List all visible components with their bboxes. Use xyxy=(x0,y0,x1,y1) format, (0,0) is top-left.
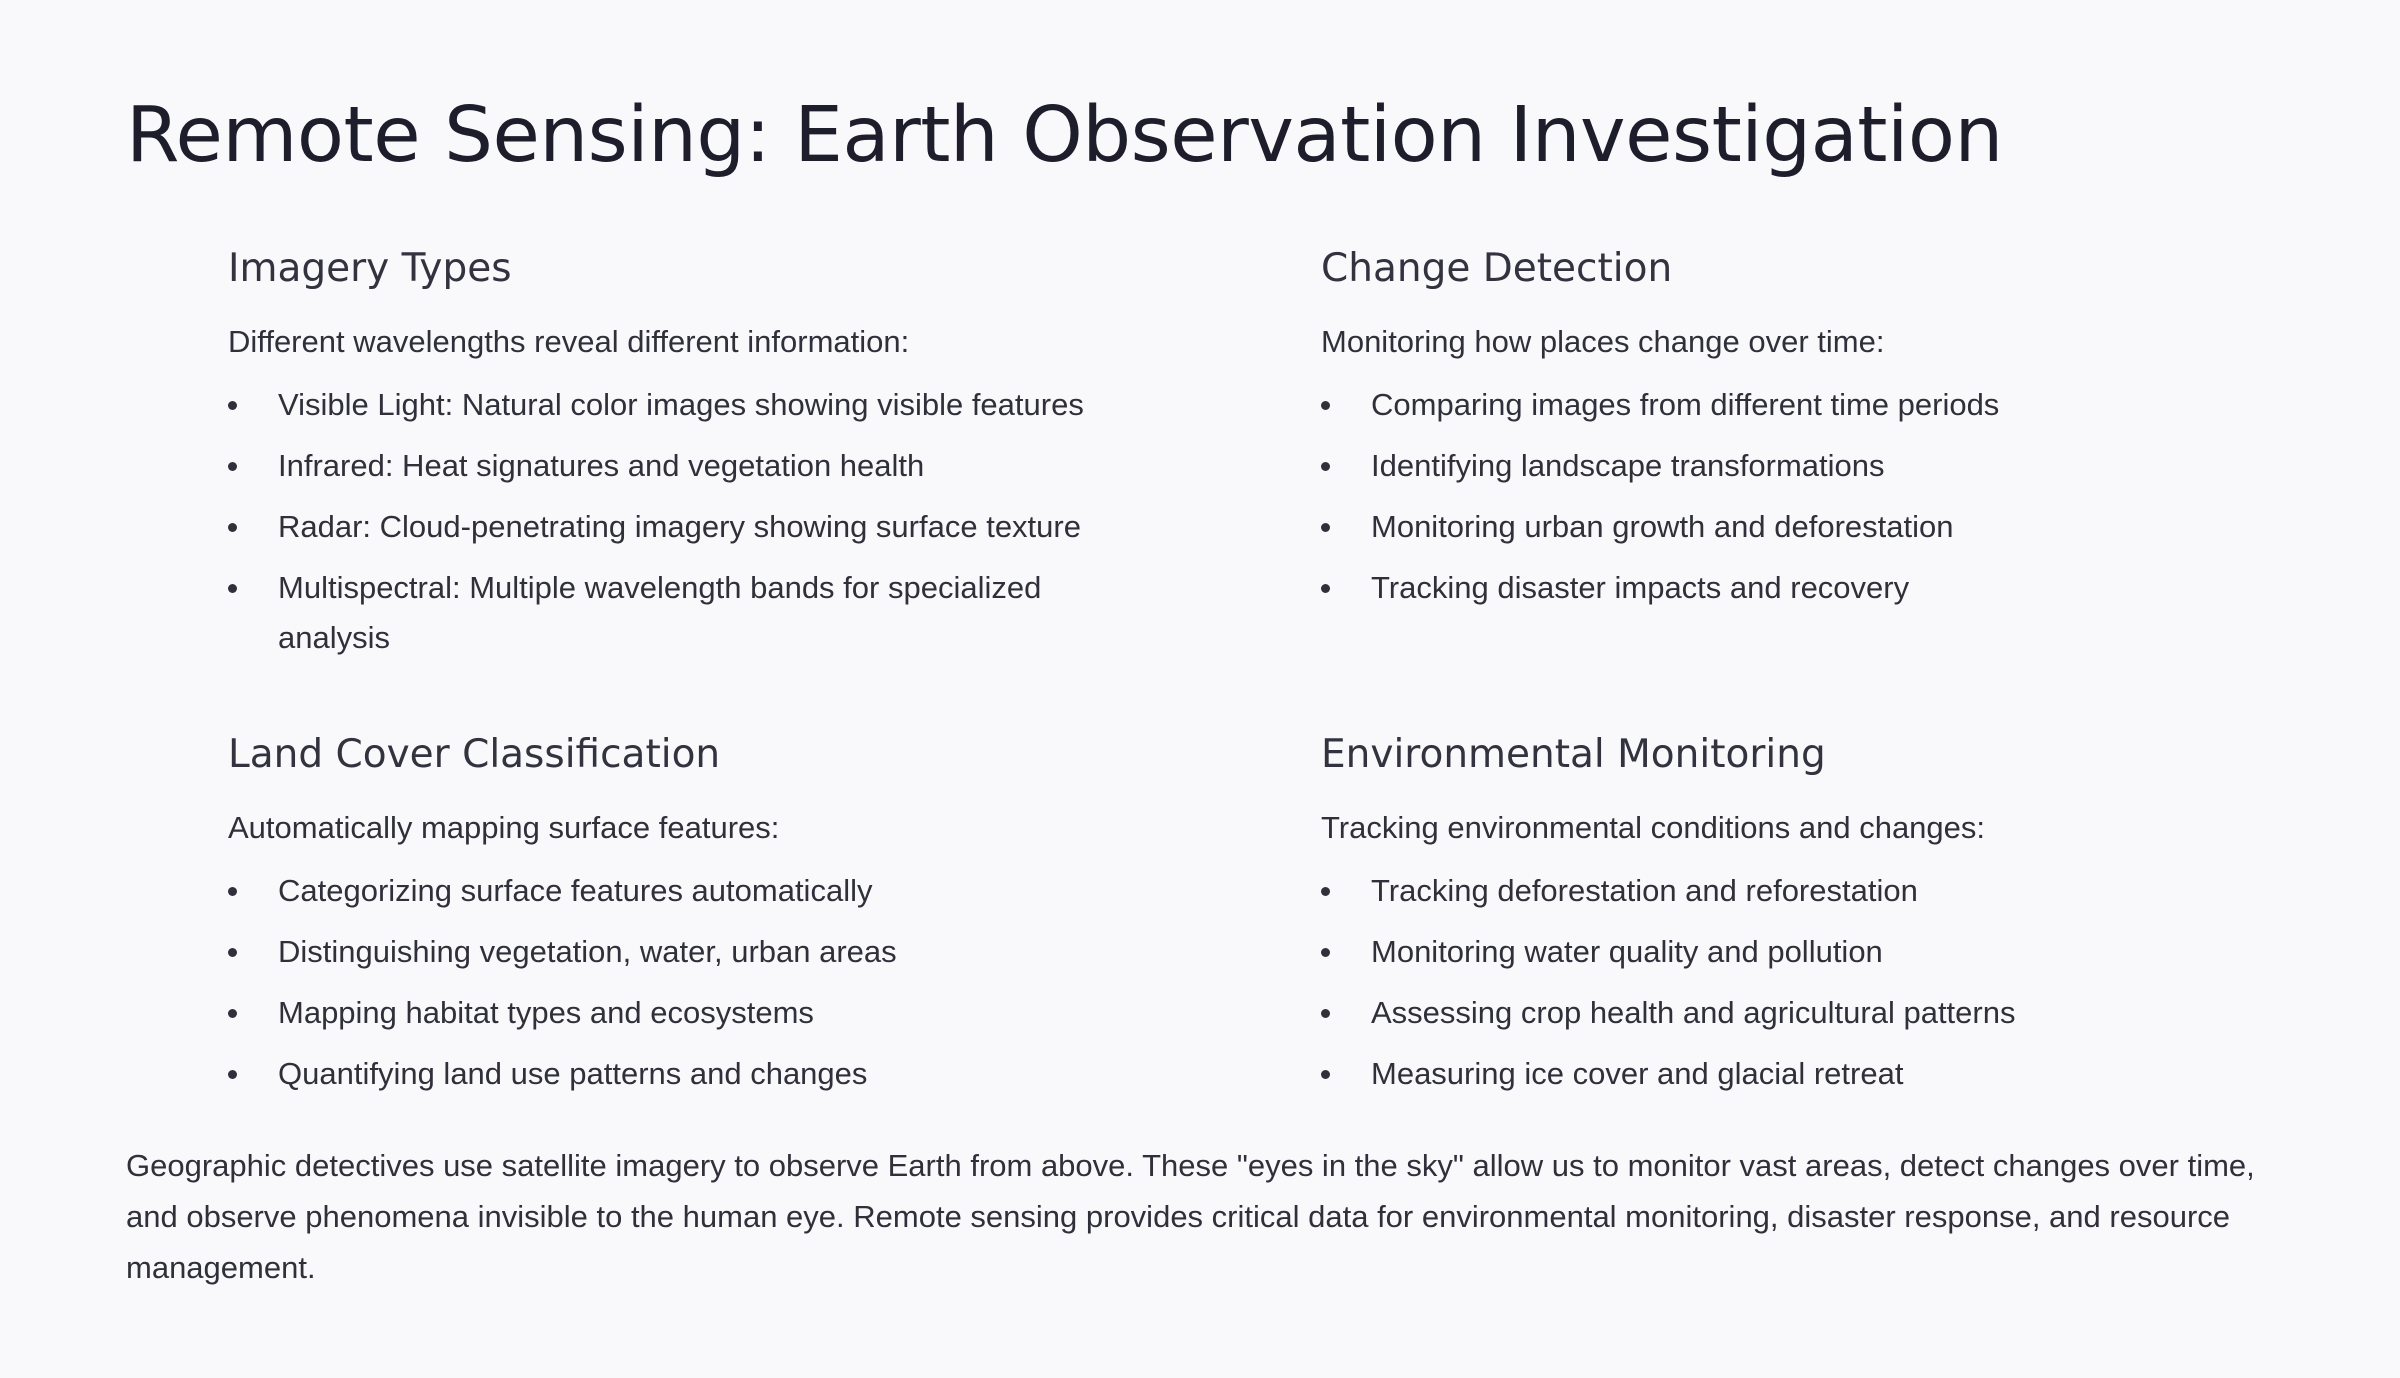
list-item-text: Identifying landscape transformations xyxy=(1371,448,1885,483)
section-intro: Tracking environmental conditions and ch… xyxy=(1321,810,1986,845)
bullet-icon xyxy=(228,401,237,410)
list-item: Multispectral: Multiple wavelength bands… xyxy=(228,563,1178,663)
bullet-icon xyxy=(1321,1009,1330,1018)
summary-paragraph: Geographic detectives use satellite imag… xyxy=(126,1148,2255,1285)
sections-grid: Imagery Types Different wavelengths reve… xyxy=(228,238,2168,1091)
bullet-icon xyxy=(1321,523,1330,532)
list-item: Distinguishing vegetation, water, urban … xyxy=(228,927,1128,977)
section-list: Visible Light: Natural color images show… xyxy=(228,380,1128,663)
section-heading: Environmental Monitoring xyxy=(1321,732,1826,777)
list-item-text: Tracking disaster impacts and recovery xyxy=(1371,570,1910,605)
list-item-text: Radar: Cloud-penetrating imagery showing… xyxy=(278,509,1081,544)
section-intro: Monitoring how places change over time: xyxy=(1321,324,1885,359)
list-item-text: Visible Light: Natural color images show… xyxy=(278,387,1084,422)
bullet-icon xyxy=(1321,584,1330,593)
section-change-detection: Change Detection Monitoring how places c… xyxy=(1321,238,2168,724)
list-item: Infrared: Heat signatures and vegetation… xyxy=(228,441,1128,491)
bullet-icon xyxy=(228,584,237,593)
section-heading: Change Detection xyxy=(1321,246,1673,291)
list-item-text: Tracking deforestation and reforestation xyxy=(1371,873,1918,908)
list-item: Quantifying land use patterns and change… xyxy=(228,1049,1128,1099)
list-item: Visible Light: Natural color images show… xyxy=(228,380,1128,430)
bullet-icon xyxy=(228,1009,237,1018)
list-item: Assessing crop health and agricultural p… xyxy=(1321,988,2221,1038)
list-item-text: Distinguishing vegetation, water, urban … xyxy=(278,934,897,969)
list-item-text: Infrared: Heat signatures and vegetation… xyxy=(278,448,925,483)
list-item-text: Quantifying land use patterns and change… xyxy=(278,1056,868,1091)
list-item-text: Assessing crop health and agricultural p… xyxy=(1371,995,2016,1030)
list-item: Measuring ice cover and glacial retreat xyxy=(1321,1049,2221,1099)
bullet-icon xyxy=(1321,462,1330,471)
bullet-icon xyxy=(1321,1070,1330,1079)
section-list: Comparing images from different time per… xyxy=(1321,380,2221,613)
list-item: Radar: Cloud-penetrating imagery showing… xyxy=(228,502,1128,552)
section-list: Tracking deforestation and reforestation… xyxy=(1321,866,2221,1099)
list-item-text: Categorizing surface features automatica… xyxy=(278,873,873,908)
section-list: Categorizing surface features automatica… xyxy=(228,866,1128,1099)
list-item: Tracking deforestation and reforestation xyxy=(1321,866,2221,916)
list-item-text: Measuring ice cover and glacial retreat xyxy=(1371,1056,1904,1091)
section-heading: Imagery Types xyxy=(228,246,512,291)
bullet-icon xyxy=(228,462,237,471)
section-imagery-types: Imagery Types Different wavelengths reve… xyxy=(228,238,1321,724)
list-item-text: Mapping habitat types and ecosystems xyxy=(278,995,814,1030)
list-item: Identifying landscape transformations xyxy=(1321,441,2221,491)
list-item: Categorizing surface features automatica… xyxy=(228,866,1128,916)
section-intro: Different wavelengths reveal different i… xyxy=(228,324,910,359)
list-item-text: Comparing images from different time per… xyxy=(1371,387,2000,422)
section-intro: Automatically mapping surface features: xyxy=(228,810,780,845)
bullet-icon xyxy=(1321,401,1330,410)
bullet-icon xyxy=(228,887,237,896)
bullet-icon xyxy=(1321,887,1330,896)
list-item: Monitoring urban growth and deforestatio… xyxy=(1321,502,2221,552)
list-item-text: Monitoring urban growth and deforestatio… xyxy=(1371,509,1954,544)
list-item: Monitoring water quality and pollution xyxy=(1321,927,2221,977)
bullet-icon xyxy=(228,523,237,532)
list-item-text: Monitoring water quality and pollution xyxy=(1371,934,1883,969)
bullet-icon xyxy=(1321,948,1330,957)
list-item: Tracking disaster impacts and recovery xyxy=(1321,563,2221,613)
bullet-icon xyxy=(228,948,237,957)
section-heading: Land Cover Classification xyxy=(228,732,721,777)
page-title: Remote Sensing: Earth Observation Invest… xyxy=(126,91,2003,180)
list-item: Comparing images from different time per… xyxy=(1321,380,2221,430)
list-item-text: Multispectral: Multiple wavelength bands… xyxy=(278,570,1042,655)
bullet-icon xyxy=(228,1070,237,1079)
list-item: Mapping habitat types and ecosystems xyxy=(228,988,1128,1038)
